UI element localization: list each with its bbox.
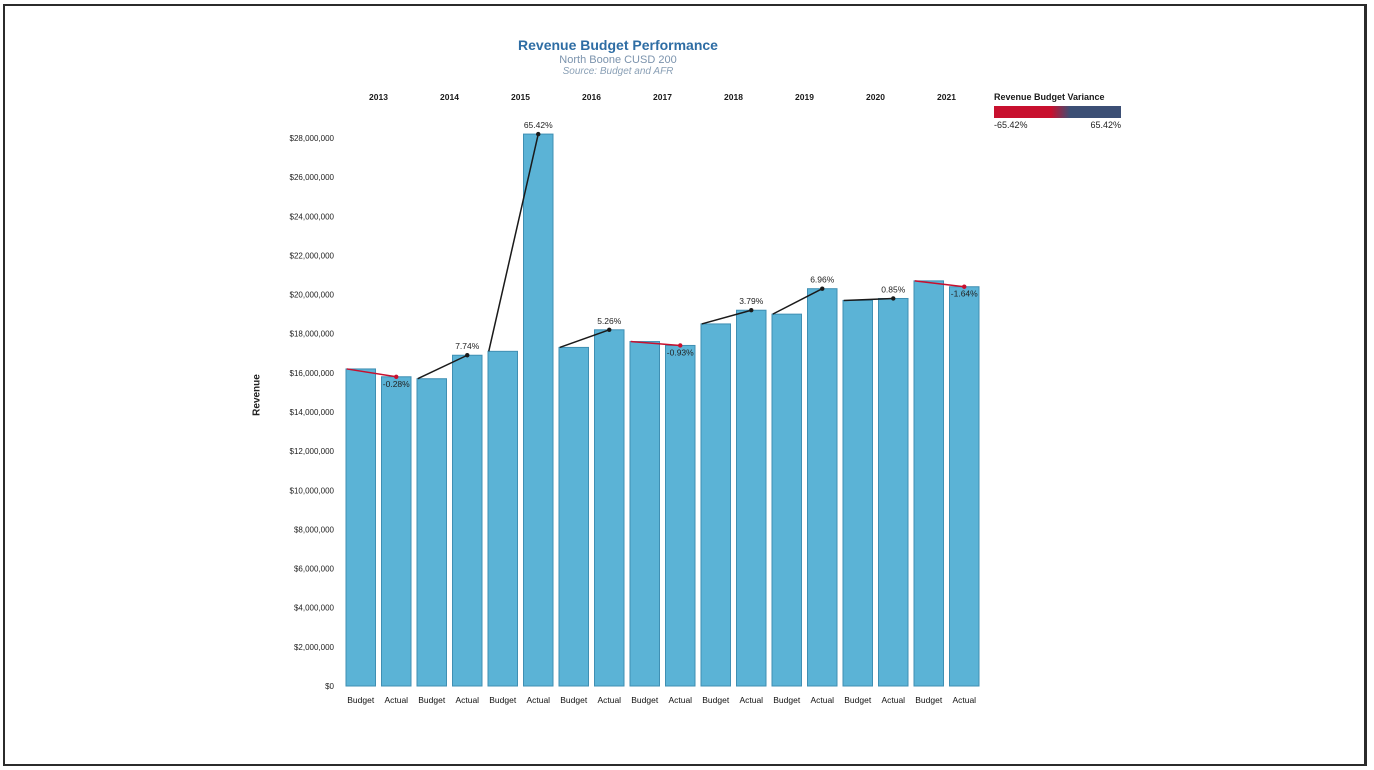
y-tick-label: $0: [325, 682, 334, 691]
year-header: 2017: [653, 92, 672, 102]
bar-budget: [487, 350, 518, 687]
x-tick-label: Actual: [668, 695, 692, 705]
variance-line: [488, 133, 539, 352]
year-header: 2016: [582, 92, 601, 102]
y-tick-label: $12,000,000: [290, 447, 335, 456]
y-tick-label: $28,000,000: [290, 134, 335, 143]
year-header: 2021: [937, 92, 956, 102]
bar-actual: [949, 286, 980, 687]
bar-actual: [736, 309, 767, 687]
bar-budget: [629, 341, 660, 687]
y-tick-label: $22,000,000: [290, 251, 335, 260]
variance-label: 0.85%: [881, 284, 906, 294]
year-header: 2015: [511, 92, 530, 102]
variance-line: [559, 329, 610, 349]
variance-point: [749, 308, 754, 313]
x-tick-label: Budget: [702, 695, 730, 705]
x-tick-label: Actual: [597, 695, 621, 705]
y-tick-label: $2,000,000: [294, 643, 335, 652]
x-tick-label: Actual: [739, 695, 763, 705]
variance-point: [465, 353, 470, 358]
variance-label: 5.26%: [597, 316, 622, 326]
variance-point: [607, 327, 612, 332]
year-header: 2020: [866, 92, 885, 102]
legend-min-label: -65.42%: [994, 120, 1028, 130]
x-tick-label: Actual: [384, 695, 408, 705]
variance-point: [678, 343, 683, 348]
legend-title: Revenue Budget Variance: [994, 92, 1105, 102]
bar-budget: [345, 368, 376, 687]
x-tick-label: Budget: [773, 695, 801, 705]
variance-line: [772, 288, 823, 315]
bar-budget: [913, 280, 944, 687]
variance-label: 6.96%: [810, 275, 835, 285]
x-tick-label: Actual: [810, 695, 834, 705]
x-tick-label: Budget: [915, 695, 943, 705]
x-tick-label: Budget: [560, 695, 588, 705]
variance-line: [914, 280, 965, 288]
y-tick-label: $26,000,000: [290, 173, 335, 182]
bar-budget: [416, 378, 447, 687]
legend-color-scale: [994, 106, 1121, 118]
x-tick-label: Budget: [631, 695, 659, 705]
variance-label: -0.93%: [667, 347, 694, 357]
bar-actual: [452, 354, 483, 687]
x-tick-label: Actual: [952, 695, 976, 705]
y-tick-label: $8,000,000: [294, 525, 335, 534]
bar-actual: [878, 297, 909, 687]
legend-max-label: 65.42%: [1090, 120, 1121, 130]
y-tick-label: $20,000,000: [290, 291, 335, 300]
bar-actual: [807, 288, 838, 687]
y-tick-label: $16,000,000: [290, 369, 335, 378]
y-tick-label: $4,000,000: [294, 604, 335, 613]
bar-actual: [381, 376, 412, 687]
year-header: 2014: [440, 92, 459, 102]
title-block: Revenue Budget Performance North Boone C…: [448, 37, 788, 77]
bar-actual: [594, 329, 625, 687]
variance-point: [891, 296, 896, 301]
y-tick-label: $24,000,000: [290, 212, 335, 221]
year-header: 2019: [795, 92, 814, 102]
variance-line: [843, 297, 894, 302]
bar-actual: [523, 133, 554, 687]
chart-source: Source: Budget and AFR: [562, 66, 674, 77]
x-tick-label: Budget: [418, 695, 446, 705]
variance-line: [417, 354, 468, 380]
variance-legend: Revenue Budget Variance -65.42% 65.42%: [994, 92, 1124, 130]
x-tick-label: Actual: [455, 695, 479, 705]
variance-line: [701, 309, 752, 325]
y-tick-label: $14,000,000: [290, 408, 335, 417]
chart-subtitle: North Boone CUSD 200: [559, 54, 677, 66]
chart-frame: [3, 4, 1367, 766]
variance-label: -0.28%: [383, 379, 410, 389]
variance-label: 65.42%: [524, 120, 553, 130]
bar-budget: [842, 299, 873, 687]
variance-point: [394, 374, 399, 379]
variance-line: [630, 340, 681, 347]
chart-title: Revenue Budget Performance: [518, 37, 718, 53]
x-tick-label: Budget: [844, 695, 872, 705]
bar-budget: [558, 346, 589, 687]
variance-label: 3.79%: [739, 296, 764, 306]
x-tick-label: Actual: [526, 695, 550, 705]
x-tick-label: Budget: [347, 695, 375, 705]
variance-point: [820, 286, 825, 291]
year-header: 2018: [724, 92, 743, 102]
variance-line: [346, 368, 397, 378]
y-tick-label: $18,000,000: [290, 330, 335, 339]
x-tick-label: Actual: [881, 695, 905, 705]
bar-budget: [700, 323, 731, 687]
variance-label: 7.74%: [455, 341, 480, 351]
y-tick-label: $10,000,000: [290, 486, 335, 495]
y-tick-label: $6,000,000: [294, 565, 335, 574]
variance-point: [536, 131, 541, 137]
year-header: 2013: [369, 92, 388, 102]
bar-budget: [771, 313, 802, 687]
bar-actual: [665, 344, 696, 687]
x-tick-label: Budget: [489, 695, 517, 705]
variance-label: -1.64%: [951, 289, 978, 299]
variance-point: [962, 284, 967, 289]
